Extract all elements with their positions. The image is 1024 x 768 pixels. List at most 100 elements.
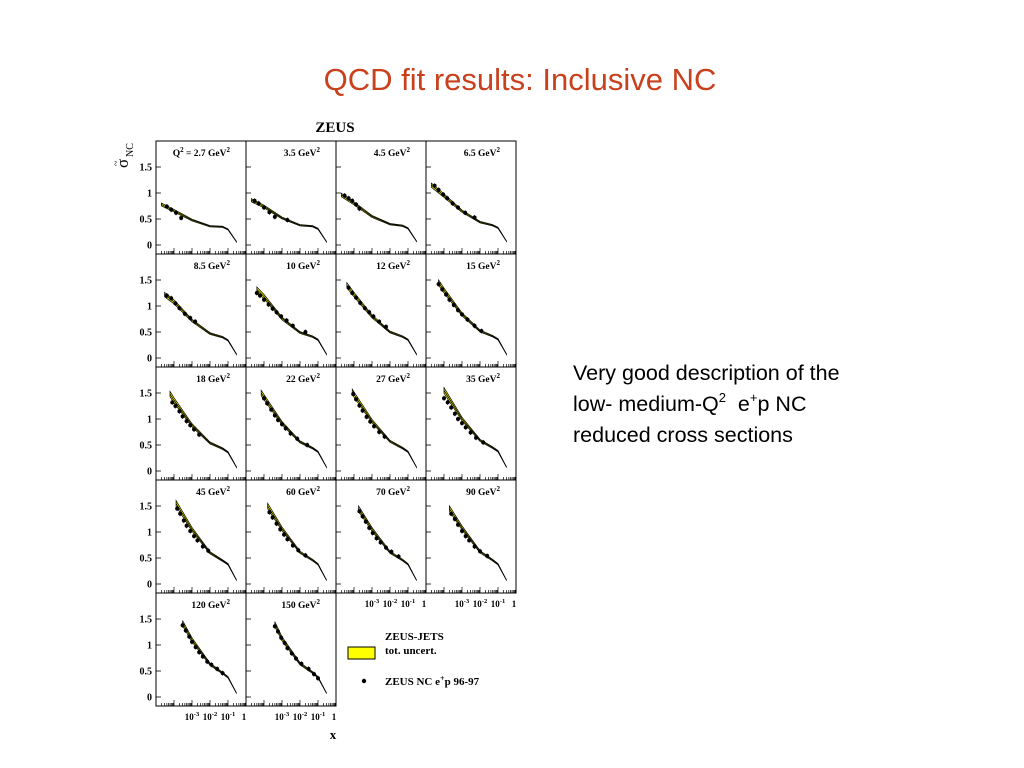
data-point: [389, 549, 394, 554]
panel-label-rest: = 2.7 GeV: [184, 149, 227, 159]
panel-14: 60 GeV2: [245, 479, 337, 594]
data-point: [441, 192, 446, 197]
x-tick-label-exp: -1: [230, 711, 235, 718]
legend: ZEUS-JETS tot. uncert. ZEUS NC e+p 96-97: [347, 631, 480, 688]
description-line-3: reduced cross sections: [573, 423, 793, 447]
data-point: [290, 543, 295, 548]
panel-frame: [155, 140, 247, 255]
panel-frame: [155, 592, 247, 707]
fit-curve: [443, 390, 507, 468]
data-point: [215, 666, 220, 671]
panel-frame: [335, 140, 427, 255]
data-point: [272, 413, 277, 418]
data-point: [276, 629, 281, 634]
data-point: [266, 302, 271, 307]
x-tick-label-exp: -2: [212, 711, 217, 718]
x-tick-label-exp: -2: [482, 598, 487, 605]
data-point: [360, 408, 365, 413]
data-point: [220, 671, 225, 676]
data-point: [274, 521, 279, 526]
y-tick-label: 1: [147, 528, 152, 539]
panel-label-unit-sup: 2: [497, 372, 501, 380]
data-point: [279, 314, 284, 319]
data-point: [282, 640, 287, 645]
x-tick-label-exp: -2: [392, 598, 397, 605]
data-point: [265, 401, 270, 406]
data-point: [447, 297, 452, 302]
panel-frame: [155, 253, 247, 368]
data-point: [179, 215, 184, 220]
y-tick-label: 1.5: [140, 276, 153, 287]
slide-title: QCD fit results: Inclusive NC: [323, 62, 717, 97]
x-tick-label: 10-2: [473, 598, 487, 609]
data-point: [177, 409, 182, 414]
data-point: [460, 421, 464, 426]
panel-label-text: 12 GeV: [376, 262, 406, 272]
description-q2-exponent: 2: [718, 389, 726, 405]
description-line-2: low- medium-Q2 e+p NC: [573, 389, 913, 420]
data-point: [267, 510, 272, 515]
data-point: [456, 417, 461, 421]
panel-label-text: 120 GeV: [191, 601, 226, 611]
x-tick-label-base: 10: [365, 599, 375, 609]
fit-curve: [169, 393, 237, 468]
data-point: [354, 397, 359, 402]
data-point: [357, 509, 362, 514]
data-point: [465, 317, 470, 322]
data-point: [288, 431, 293, 436]
data-point: [474, 435, 479, 440]
panel-4: 6.5 GeV2: [425, 140, 517, 255]
data-point: [306, 666, 311, 671]
panel-10: 22 GeV2: [245, 366, 337, 481]
data-point: [370, 531, 375, 536]
data-point: [187, 634, 192, 639]
data-point: [303, 553, 308, 558]
panel-q2-label: 4.5 GeV2: [374, 146, 411, 159]
panel-label-text: 60 GeV: [286, 488, 316, 498]
data-point: [262, 297, 266, 302]
x-tick-label: 10-3: [455, 598, 470, 609]
panel-label-unit-sup: 2: [407, 146, 411, 154]
x-tick-label-exp: -3: [284, 711, 290, 718]
data-point: [467, 538, 472, 543]
x-tick-label-base: 1: [512, 599, 517, 609]
panel-frame: [245, 140, 337, 255]
data-point: [472, 323, 477, 328]
fit-curve: [164, 294, 237, 355]
description-line-2-mid: e: [725, 392, 750, 416]
description-line-2-prefix: low- medium-Q: [573, 392, 719, 416]
y-tick-label: 0.5: [140, 667, 153, 678]
x-tick-label-base: 1: [242, 712, 247, 722]
data-point: [377, 319, 382, 324]
panel-label-unit-sup: 2: [317, 372, 321, 380]
panel-8: 15 GeV2: [425, 253, 517, 368]
data-point: [316, 676, 320, 681]
data-point: [382, 434, 387, 439]
data-point: [190, 639, 194, 644]
panel-label-text: 35 GeV: [466, 375, 496, 385]
x-tick-label: 10-2: [293, 711, 307, 722]
panel-frame: [245, 479, 337, 594]
panel-13: 45 GeV2 1.5 1 0.5 0: [140, 479, 247, 594]
panel-frame: [245, 366, 337, 481]
data-point: [452, 411, 457, 416]
panel-frame: [335, 479, 427, 594]
panel-label-unit-sup: 2: [407, 259, 411, 267]
legend-points-label-prefix: ZEUS NC e: [385, 676, 440, 688]
data-point: [170, 400, 175, 405]
y-tick-label: 0: [147, 241, 152, 252]
data-point: [184, 523, 189, 528]
panel-label-unit-sup: 2: [497, 259, 501, 267]
data-point: [173, 404, 178, 408]
data-point: [296, 548, 301, 553]
panel-q2-label: 8.5 GeV2: [194, 259, 231, 272]
uncertainty-band: [431, 182, 507, 243]
x-tick-label-exp: -1: [500, 598, 505, 605]
x-tick-label: 10-2: [383, 598, 397, 609]
data-point: [472, 544, 477, 549]
x-tick-label: 10-3: [365, 598, 380, 609]
panel-label-text: 45 GeV: [196, 488, 226, 498]
data-point: [197, 650, 202, 655]
data-point: [181, 518, 186, 523]
data-point: [188, 315, 193, 320]
